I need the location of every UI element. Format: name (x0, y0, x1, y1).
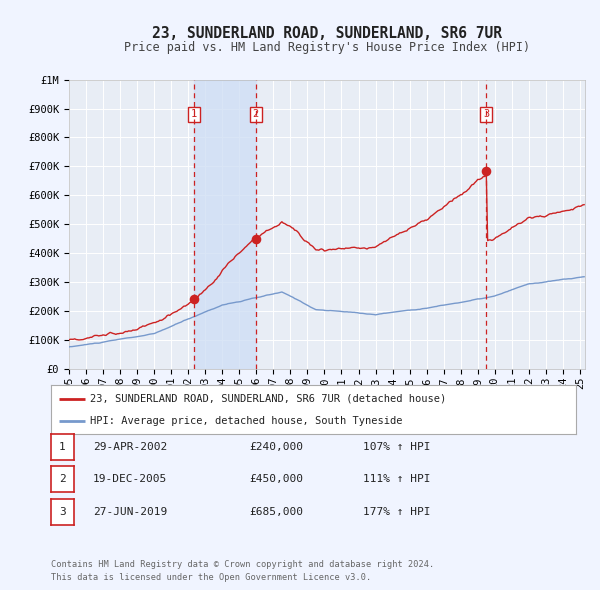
Text: HPI: Average price, detached house, South Tyneside: HPI: Average price, detached house, Sout… (91, 416, 403, 426)
Text: Price paid vs. HM Land Registry's House Price Index (HPI): Price paid vs. HM Land Registry's House … (124, 41, 530, 54)
Text: 2: 2 (253, 109, 259, 119)
Text: 29-APR-2002: 29-APR-2002 (93, 442, 167, 451)
Point (251, 234, 260, 243)
Point (189, 294, 199, 304)
Text: 2: 2 (59, 474, 66, 484)
Text: 23, SUNDERLAND ROAD, SUNDERLAND, SR6 7UR: 23, SUNDERLAND ROAD, SUNDERLAND, SR6 7UR (152, 25, 502, 41)
Text: 107% ↑ HPI: 107% ↑ HPI (363, 442, 431, 451)
Text: 3: 3 (59, 507, 66, 516)
Text: 1: 1 (59, 442, 66, 451)
Text: £450,000: £450,000 (249, 474, 303, 484)
Text: Contains HM Land Registry data © Crown copyright and database right 2024.: Contains HM Land Registry data © Crown c… (51, 560, 434, 569)
Text: 23, SUNDERLAND ROAD, SUNDERLAND, SR6 7UR (detached house): 23, SUNDERLAND ROAD, SUNDERLAND, SR6 7UR… (91, 394, 446, 404)
Text: 111% ↑ HPI: 111% ↑ HPI (363, 474, 431, 484)
Text: 3: 3 (483, 109, 489, 119)
Text: 177% ↑ HPI: 177% ↑ HPI (363, 507, 431, 516)
Text: 27-JUN-2019: 27-JUN-2019 (93, 507, 167, 516)
Bar (194, 80, 256, 369)
Text: 19-DEC-2005: 19-DEC-2005 (93, 474, 167, 484)
Text: 1: 1 (191, 109, 197, 119)
Text: This data is licensed under the Open Government Licence v3.0.: This data is licensed under the Open Gov… (51, 572, 371, 582)
Text: £240,000: £240,000 (249, 442, 303, 451)
Point (481, 166, 491, 175)
Text: £685,000: £685,000 (249, 507, 303, 516)
